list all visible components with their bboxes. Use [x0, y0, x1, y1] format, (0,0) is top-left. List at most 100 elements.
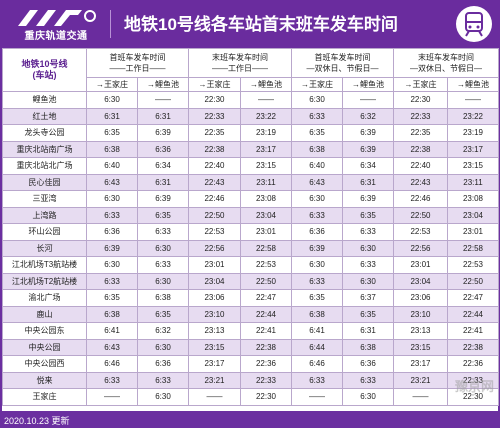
time-cell: 22:43 [393, 173, 448, 191]
time-cell: 6:33 [291, 272, 343, 290]
time-cell: 22:33 [240, 371, 292, 389]
station-name-cell: 红土地 [2, 107, 87, 125]
time-cell: 6:33 [86, 206, 138, 224]
time-cell: 23:13 [188, 322, 241, 340]
station-name-cell: 重庆北站北广场 [2, 157, 87, 175]
time-cell: 22:30 [240, 388, 292, 406]
time-cell: 23:17 [240, 140, 292, 158]
time-cell: —— [393, 388, 448, 406]
time-cell: 6:37 [342, 289, 394, 307]
time-cell: 23:11 [240, 173, 292, 191]
time-cell: 22:47 [447, 289, 499, 307]
table-row: 红土地 6:31 6:31 22:33 23:22 6:33 6:32 22:33 23:22 [2, 107, 499, 125]
time-cell: 22:38 [188, 140, 241, 158]
time-cell: 6:39 [342, 190, 394, 208]
time-cell: 23:21 [188, 371, 241, 389]
time-cell: 6:38 [137, 289, 189, 307]
time-cell: 6:30 [137, 272, 189, 290]
table-row: 长河 6:39 6:30 22:56 22:58 6:39 6:30 22:56 22:58 [2, 239, 499, 257]
time-cell: 6:33 [342, 371, 394, 389]
time-cell: 23:17 [188, 355, 241, 373]
time-cell: 22:50 [447, 272, 499, 290]
group-header: 末班车发车时间 ——工作日—— [188, 48, 292, 78]
table-row: 民心佳园 6:43 6:31 22:43 23:11 6:43 6:31 22:43 23:11 [2, 173, 499, 191]
time-cell: 6:35 [342, 305, 394, 323]
time-cell: 6:30 [86, 91, 138, 109]
time-cell: 22:58 [447, 239, 499, 257]
time-cell: 6:43 [291, 173, 343, 191]
time-cell: 23:04 [393, 272, 448, 290]
table-row: 江北机场T3航站楼 6:30 6:33 23:01 22:53 6:30 6:33 23:01… [2, 256, 499, 274]
time-cell: 6:34 [342, 157, 394, 175]
direction-header: →王家庄 [188, 77, 241, 92]
time-cell: 6:30 [291, 256, 343, 274]
time-cell: 23:04 [240, 206, 292, 224]
time-cell: 6:32 [342, 107, 394, 125]
direction-header: →王家庄 [393, 77, 448, 92]
time-cell: 6:35 [342, 206, 394, 224]
time-cell: 6:31 [137, 173, 189, 191]
time-cell: 23:06 [188, 289, 241, 307]
time-cell: 23:15 [188, 338, 241, 356]
station-name-cell: 环山公园 [2, 223, 87, 241]
time-cell: 6:33 [291, 206, 343, 224]
station-name-cell: 江北机场T3航站楼 [2, 256, 87, 274]
time-cell: 6:46 [291, 355, 343, 373]
update-date: 2020.10.23 更新 [4, 416, 70, 426]
time-cell: 6:39 [86, 239, 138, 257]
time-cell: 6:36 [342, 355, 394, 373]
time-cell: 6:33 [342, 256, 394, 274]
time-cell: 22:38 [240, 338, 292, 356]
time-cell: —— [291, 388, 343, 406]
time-cell: —— [137, 91, 189, 109]
time-cell: 6:43 [86, 338, 138, 356]
time-cell: 23:15 [393, 338, 448, 356]
direction-header: →王家庄 [291, 77, 343, 92]
time-cell: 6:39 [342, 124, 394, 142]
time-cell: 23:17 [447, 140, 499, 158]
time-cell: 22:53 [393, 223, 448, 241]
time-cell: 23:04 [188, 272, 241, 290]
table-row: 中央公园西 6:46 6:36 23:17 22:36 6:46 6:36 23:17 22:3… [2, 355, 499, 373]
time-cell: 6:44 [291, 338, 343, 356]
table-row: 鲤鱼池 6:30 —— 22:30 —— 6:30 —— 22:30 —— [2, 91, 499, 109]
table-row: 三亚湾 6:30 6:39 22:46 23:08 6:30 6:39 22:46 23:08 [2, 190, 499, 208]
logo-text: 重庆轨道交通 [24, 31, 88, 42]
time-cell: 23:19 [447, 124, 499, 142]
time-cell: 23:15 [240, 157, 292, 175]
time-cell: 23:11 [447, 173, 499, 191]
time-cell: 6:31 [86, 107, 138, 125]
time-cell: 22:30 [447, 388, 499, 406]
station-name-cell: 中央公园东 [2, 322, 87, 340]
time-cell: 6:30 [137, 338, 189, 356]
time-cell: —— [188, 388, 241, 406]
time-cell: 22:44 [447, 305, 499, 323]
time-cell: 6:30 [291, 190, 343, 208]
time-cell: 6:35 [291, 289, 343, 307]
time-cell: 22:46 [188, 190, 241, 208]
time-cell: 22:53 [240, 256, 292, 274]
table-row: 鹿山 6:38 6:35 23:10 22:44 6:38 6:35 23:10 22:44 [2, 305, 499, 323]
station-name-cell: 三亚湾 [2, 190, 87, 208]
station-name-cell: 王家庄 [2, 388, 87, 406]
table-row: 江北机场T2航站楼 6:33 6:30 23:04 22:50 6:33 6:30 23:04… [2, 272, 499, 290]
time-cell: 22:50 [393, 206, 448, 224]
station-name-cell: 长河 [2, 239, 87, 257]
time-cell: 6:36 [86, 223, 138, 241]
time-cell: 6:40 [86, 157, 138, 175]
time-cell: 6:43 [86, 173, 138, 191]
time-cell: 22:41 [240, 322, 292, 340]
time-cell: 23:08 [447, 190, 499, 208]
time-cell: 22:47 [240, 289, 292, 307]
footer-bar: 2020.10.23 更新 [0, 412, 500, 428]
time-cell: 23:01 [188, 256, 241, 274]
time-cell: —— [342, 91, 394, 109]
time-cell: 22:40 [188, 157, 241, 175]
time-cell: 22:56 [188, 239, 241, 257]
time-cell: 22:44 [240, 305, 292, 323]
time-cell: 6:38 [342, 338, 394, 356]
metro-train-icon [456, 6, 492, 42]
station-name-cell: 中央公园西 [2, 355, 87, 373]
station-name-cell: 龙头寺公园 [2, 124, 87, 142]
time-cell: 22:53 [447, 256, 499, 274]
